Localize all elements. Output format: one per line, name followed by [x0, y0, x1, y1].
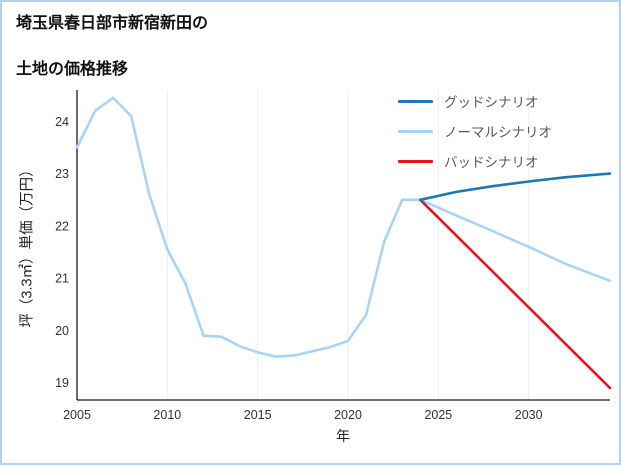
x-tick-label: 2030 — [515, 408, 543, 422]
x-tick-label: 2010 — [153, 408, 181, 422]
y-tick-label: 21 — [55, 272, 69, 286]
legend-label-normal: ノーマルシナリオ — [444, 125, 552, 140]
page-title-line2: 土地の価格推移 — [16, 61, 129, 79]
series-line-2 — [418, 198, 612, 390]
normal-scenario-line-swatch — [398, 129, 433, 133]
y-axis-label: 坪（3.3㎡）単価（万円） — [19, 162, 36, 328]
page-title-line1: 埼玉県春日部市新宿新田の — [16, 15, 209, 32]
x-tick-label: 2020 — [334, 408, 362, 422]
bad-scenario-line-swatch — [398, 159, 433, 163]
legend-item-normal: ノーマルシナリオ — [398, 116, 552, 146]
y-tick-label: 24 — [55, 115, 69, 129]
page-title: 埼玉県春日部市新宿新田の 土地の価格推移 — [16, 12, 208, 82]
legend-item-bad: バッドシナリオ — [398, 146, 552, 176]
y-tick-label: 20 — [55, 324, 69, 338]
x-axis-label: 年 — [336, 428, 350, 444]
series-line-1 — [75, 96, 612, 358]
y-tick-label: 23 — [55, 167, 69, 181]
y-tick-label: 19 — [55, 376, 69, 390]
legend-item-good: グッドシナリオ — [398, 86, 552, 116]
x-tick-label: 2015 — [244, 408, 272, 422]
legend: グッドシナリオ ノーマルシナリオ バッドシナリオ — [398, 86, 552, 176]
x-tick-label: 2025 — [424, 408, 452, 422]
legend-label-bad: バッドシナリオ — [444, 155, 539, 170]
legend-label-good: グッドシナリオ — [444, 95, 539, 110]
y-tick-label: 22 — [55, 219, 69, 233]
x-tick-label: 2005 — [63, 408, 91, 422]
series-line-0 — [418, 172, 612, 202]
good-scenario-line-swatch — [398, 99, 433, 103]
